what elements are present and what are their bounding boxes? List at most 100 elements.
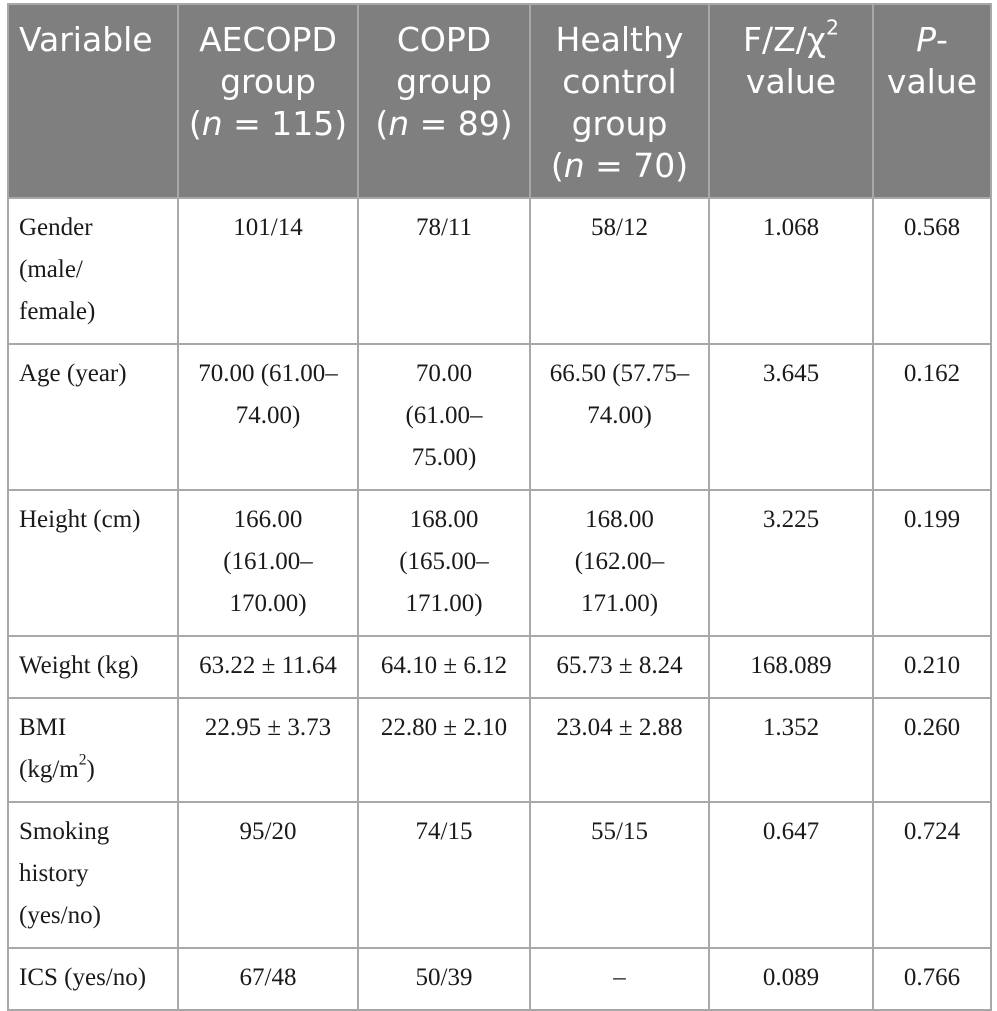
cell-text: 1.352	[762, 714, 820, 741]
cell-stat: 0.089	[708, 947, 874, 1011]
cell-text: –	[613, 964, 626, 991]
cell-copd: 64.10 ± 6.12	[357, 635, 531, 699]
cell-text: 101/14	[233, 214, 303, 241]
cell-text: 75.00)	[411, 444, 477, 471]
cell-aecopd: 101/14	[177, 197, 359, 345]
cell-healthy: –	[529, 947, 710, 1011]
header-n: (n = 89)	[363, 103, 525, 145]
header-text: AECOPD	[199, 20, 337, 59]
header-text: -	[935, 20, 948, 59]
header-n: (n = 70)	[535, 145, 704, 187]
cell-text: 0.089	[762, 964, 820, 991]
header-text: COPD	[396, 20, 492, 59]
cell-variable: Weight (kg)	[7, 635, 179, 699]
cell-variable: Gender (male/ female)	[7, 197, 179, 345]
cell-text: 70.00	[415, 360, 473, 387]
cell-text: 3.645	[762, 360, 820, 387]
cell-aecopd: 67/48	[177, 947, 359, 1011]
cell-text: history	[19, 860, 89, 887]
cell-text: 0.162	[903, 360, 961, 387]
header-text: = 89)	[409, 104, 513, 143]
cell-text: 0.724	[903, 818, 961, 845]
cell-stat: 1.352	[708, 697, 874, 803]
header-superscript: 2	[825, 15, 839, 40]
header-stat: F/Z/χ2 value	[708, 3, 874, 199]
cell-text: 0.199	[903, 506, 961, 533]
cell-stat: 1.068	[708, 197, 874, 345]
header-healthy: Healthy control group (n = 70)	[529, 3, 710, 199]
header-text: value	[745, 62, 837, 101]
cell-text: 55/15	[591, 818, 648, 845]
cell-copd: 50/39	[357, 947, 531, 1011]
header-text: group	[396, 62, 492, 101]
cell-text: 58/12	[591, 214, 648, 241]
cell-text: BMI	[19, 714, 67, 741]
bmi-unit-line: (kg/m2)	[19, 749, 173, 791]
cell-text: Height (cm)	[19, 506, 141, 533]
cell-aecopd: 22.95 ± 3.73	[177, 697, 359, 803]
cell-text: )	[86, 756, 95, 783]
cell-text: 74.00)	[235, 402, 301, 429]
table-row: Weight (kg) 63.22 ± 11.64 64.10 ± 6.12 6…	[7, 635, 992, 699]
cell-text: 3.225	[762, 506, 820, 533]
cell-text: Smoking	[19, 818, 110, 845]
cell-stat: 168.089	[708, 635, 874, 699]
cell-variable: BMI (kg/m2)	[7, 697, 179, 803]
cell-text: 65.73 ± 8.24	[556, 652, 683, 679]
cell-text: 78/11	[415, 214, 473, 241]
cell-text: 170.00)	[229, 590, 307, 617]
table-row: Gender (male/ female) 101/14 78/11 58/12…	[7, 197, 992, 345]
cell-pvalue: 0.210	[872, 635, 992, 699]
cell-text: 74/15	[415, 818, 473, 845]
header-text-italic: n	[388, 104, 410, 143]
header-copd: COPD group (n = 89)	[357, 3, 531, 199]
header-text-italic: n	[201, 104, 223, 143]
header-text: group	[220, 62, 316, 101]
cell-text: 64.10 ± 6.12	[380, 652, 508, 679]
cell-text: (161.00–	[223, 548, 313, 575]
cell-text: 168.00	[409, 506, 479, 533]
cell-text: 0.568	[903, 214, 961, 241]
cell-text: female)	[19, 298, 96, 325]
table-body: Gender (male/ female) 101/14 78/11 58/12…	[7, 197, 992, 1011]
table-header: Variable AECOPD group (n = 115) COPD gro…	[7, 3, 992, 199]
cell-copd: 22.80 ± 2.10	[357, 697, 531, 803]
header-aecopd: AECOPD group (n = 115)	[177, 3, 359, 199]
table-row: Smoking history (yes/no) 95/20 74/15 55/…	[7, 801, 992, 949]
cell-pvalue: 0.199	[872, 489, 992, 637]
cell-healthy: 66.50 (57.75– 74.00)	[529, 343, 710, 491]
table-row: Height (cm) 166.00 (161.00– 170.00) 168.…	[7, 489, 992, 637]
cell-text: 70.00 (61.00–	[198, 360, 338, 387]
baseline-characteristics-table: Variable AECOPD group (n = 115) COPD gro…	[7, 3, 992, 1011]
cell-variable: Height (cm)	[7, 489, 179, 637]
header-text: = 115)	[222, 104, 348, 143]
cell-text: 74.00)	[587, 402, 652, 429]
cell-text: 67/48	[239, 964, 297, 991]
cell-text: 0.647	[762, 818, 820, 845]
cell-text: 168.00	[585, 506, 654, 533]
header-p-line: P-	[878, 19, 986, 61]
header-text: control	[562, 62, 677, 101]
cell-text: Weight (kg)	[19, 652, 139, 679]
header-n: (n = 115)	[183, 103, 353, 145]
table-row: ICS (yes/no) 67/48 50/39 – 0.089 0.766	[7, 947, 992, 1011]
header-text: value	[886, 62, 978, 101]
header-text: = 70)	[584, 146, 689, 185]
header-pvalue: P- value	[872, 3, 992, 199]
cell-text: (162.00–	[574, 548, 665, 575]
cell-healthy: 65.73 ± 8.24	[529, 635, 710, 699]
cell-text: 0.260	[903, 714, 961, 741]
cell-healthy: 23.04 ± 2.88	[529, 697, 710, 803]
cell-pvalue: 0.162	[872, 343, 992, 491]
cell-text: Age (year)	[19, 360, 127, 387]
header-text: (	[550, 146, 564, 185]
header-stat-line: F/Z/χ2	[714, 15, 868, 61]
header-text-italic: P	[916, 20, 936, 59]
cell-text: ICS (yes/no)	[19, 964, 147, 991]
cell-healthy: 168.00 (162.00– 171.00)	[529, 489, 710, 637]
header-row: Variable AECOPD group (n = 115) COPD gro…	[7, 3, 992, 199]
header-text: group	[571, 104, 668, 143]
cell-text: (yes/no)	[19, 902, 101, 929]
cell-text: (male/	[19, 256, 83, 283]
cell-pvalue: 0.260	[872, 697, 992, 803]
